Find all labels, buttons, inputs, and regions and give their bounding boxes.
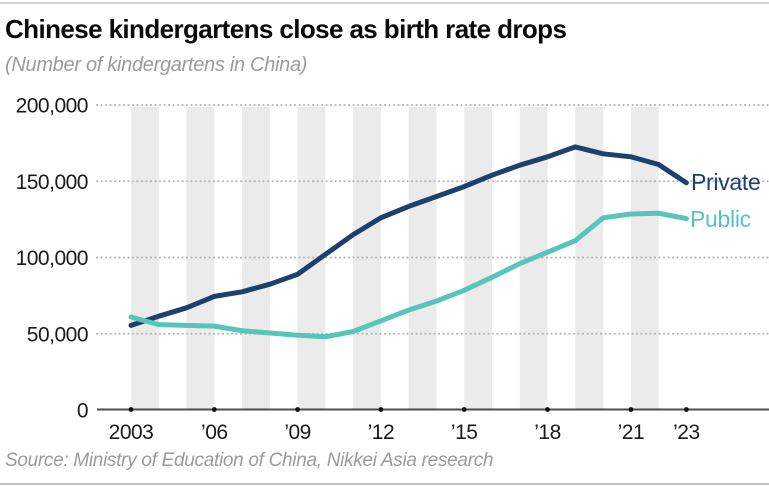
series-line-private	[128, 144, 689, 328]
y-tick-label: 200,000	[16, 95, 88, 118]
series-line-public	[128, 210, 689, 340]
chart-subtitle: (Number of kindergartens in China)	[5, 54, 308, 76]
y-tick-label: 0	[77, 400, 88, 423]
year-stripe	[242, 107, 270, 409]
x-tick-dot	[628, 407, 634, 412]
y-tick-label: 150,000	[16, 171, 88, 194]
chart-title: Chinese kindergartens close as birth rat…	[5, 14, 567, 44]
x-tick-label: ’18	[534, 421, 561, 444]
x-tick-label: ’23	[673, 421, 700, 444]
x-tick-dot	[295, 407, 300, 412]
y-tick-label: 100,000	[16, 247, 88, 270]
x-tick-label: ’06	[201, 421, 228, 444]
series-label-public: Public	[690, 206, 751, 232]
x-tick-dot	[128, 407, 134, 412]
x-tick-label: ’12	[368, 421, 395, 444]
year-stripe	[464, 107, 492, 409]
bottom-border-rule	[0, 483, 769, 485]
year-stripe	[575, 107, 604, 409]
x-tick-label: ’09	[284, 421, 311, 444]
x-tick-label: ’15	[451, 421, 478, 444]
y-tick-label: 50,000	[27, 323, 88, 346]
x-tick-dot	[461, 407, 467, 412]
x-tick-dot	[545, 407, 550, 412]
source-note: Source: Ministry of Education of China, …	[5, 450, 494, 471]
x-tick-dot	[684, 407, 689, 412]
x-tick-label: 2003	[109, 421, 154, 444]
series-label-private: Private	[691, 169, 761, 195]
year-stripe	[408, 107, 437, 409]
year-stripe	[131, 107, 159, 409]
top-border-rule	[0, 2, 769, 4]
x-tick-dot	[211, 407, 217, 412]
x-tick-label: ’21	[618, 421, 645, 444]
x-tick-dot	[378, 407, 384, 412]
